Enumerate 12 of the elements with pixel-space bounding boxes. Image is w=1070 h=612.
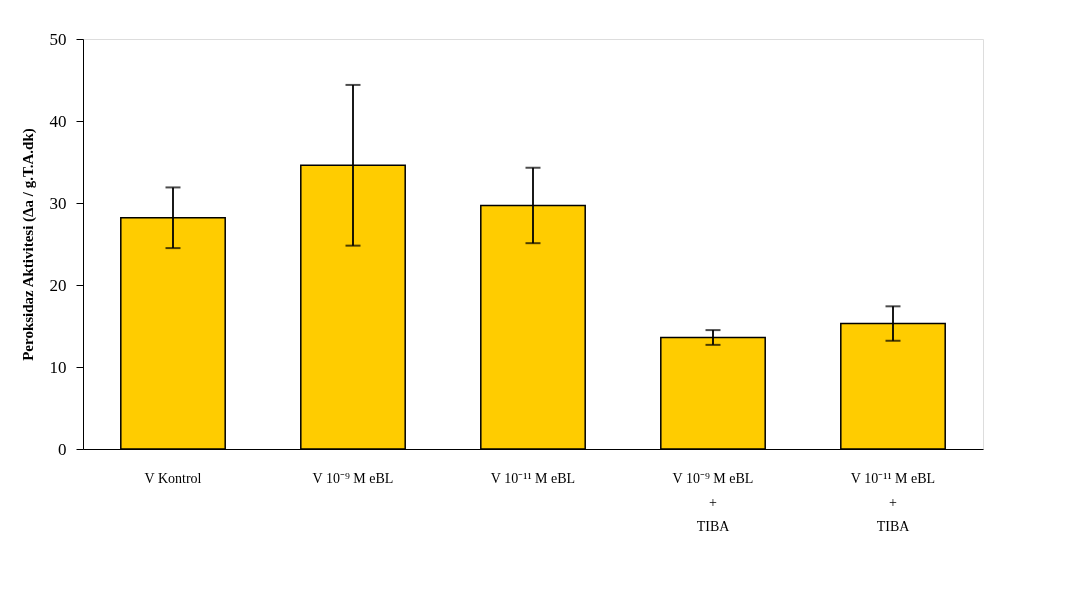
- y-tick-label: 40: [49, 111, 67, 131]
- x-tick-label: V 10⁻⁹ M eBL: [312, 470, 394, 486]
- y-tick-label: 10: [49, 357, 67, 377]
- x-tick-label: V Kontrol: [144, 470, 202, 486]
- y-tick-label: 30: [49, 193, 67, 213]
- x-tick-label: V 10⁻¹¹ M eBL: [490, 470, 576, 486]
- x-tick-label: V 10⁻¹¹ M eBL + TIBA: [850, 470, 936, 534]
- x-tick-label: V 10⁻⁹ M eBL + TIBA: [672, 470, 754, 534]
- y-axis-title: Peroksidaz Aktivitesi (Δa / g.T.A.dk): [19, 128, 37, 361]
- y-tick-label: 0: [58, 439, 67, 459]
- y-tick-label: 50: [49, 29, 67, 49]
- y-tick-label: 20: [49, 275, 67, 295]
